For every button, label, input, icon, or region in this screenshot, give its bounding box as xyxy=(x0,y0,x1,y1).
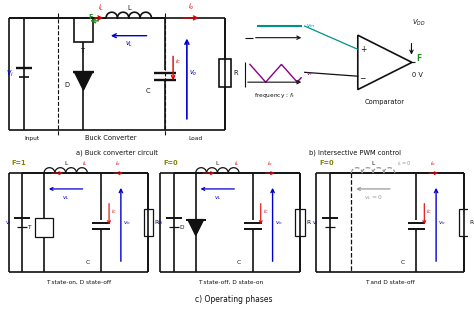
Text: b) Intersective PWM control: b) Intersective PWM control xyxy=(310,149,401,156)
Text: C: C xyxy=(237,260,241,265)
Text: L: L xyxy=(64,161,67,166)
Text: a) Buck converter circuit: a) Buck converter circuit xyxy=(76,149,158,156)
Text: F: F xyxy=(88,14,93,20)
Text: F=0: F=0 xyxy=(319,160,334,166)
Text: C: C xyxy=(401,260,405,265)
Text: C: C xyxy=(85,260,90,265)
Text: frequency : $f_t$: frequency : $f_t$ xyxy=(254,91,295,100)
Bar xyxy=(35,217,53,237)
Text: $v_o$: $v_o$ xyxy=(189,69,197,78)
Text: Load: Load xyxy=(189,135,203,140)
Text: F=0: F=0 xyxy=(163,160,178,166)
Text: $v_i$: $v_i$ xyxy=(5,218,11,226)
Text: D: D xyxy=(180,225,184,230)
Text: L: L xyxy=(372,161,374,166)
Text: $v_t$: $v_t$ xyxy=(306,70,313,78)
Text: $v_L=0$: $v_L=0$ xyxy=(364,193,383,202)
Text: $i_L=0$: $i_L=0$ xyxy=(397,159,411,168)
Text: L: L xyxy=(216,161,219,166)
Text: c) Operating phases: c) Operating phases xyxy=(195,294,273,304)
Text: C: C xyxy=(146,88,150,94)
Text: $i_L$: $i_L$ xyxy=(234,159,240,168)
Text: $v_i$: $v_i$ xyxy=(156,218,163,226)
Polygon shape xyxy=(74,72,92,90)
Bar xyxy=(73,18,93,42)
Text: $v_L$: $v_L$ xyxy=(125,40,133,49)
Text: T: T xyxy=(27,225,30,230)
Text: 0 V: 0 V xyxy=(412,72,423,78)
Text: $i_L$: $i_L$ xyxy=(82,159,88,168)
Text: F=1: F=1 xyxy=(11,160,26,166)
Text: T: T xyxy=(82,47,85,53)
Text: $i_L$: $i_L$ xyxy=(98,3,104,13)
Bar xyxy=(459,209,469,236)
Text: $v_L$: $v_L$ xyxy=(62,194,70,202)
Text: $i_C$: $i_C$ xyxy=(111,207,117,215)
Text: $i_C$: $i_C$ xyxy=(426,207,432,215)
Bar xyxy=(219,59,231,87)
Text: L: L xyxy=(127,5,130,11)
Text: $-$: $-$ xyxy=(359,72,367,81)
Text: R: R xyxy=(155,220,158,225)
Text: T state-off, D state-on: T state-off, D state-on xyxy=(198,280,263,285)
Text: $v_i$: $v_i$ xyxy=(312,218,319,226)
Text: Input: Input xyxy=(25,135,40,140)
Text: T state-on, D state-off: T state-on, D state-off xyxy=(46,280,111,285)
Text: T and D state-off: T and D state-off xyxy=(365,280,415,285)
Text: D: D xyxy=(64,82,70,88)
Text: $v_o$: $v_o$ xyxy=(274,218,283,226)
Text: $i_o$: $i_o$ xyxy=(188,2,194,12)
Text: $v_i$: $v_i$ xyxy=(6,68,14,79)
Text: $i_o$: $i_o$ xyxy=(267,159,273,168)
Bar xyxy=(295,209,305,236)
Text: Buck Converter: Buck Converter xyxy=(85,134,137,140)
Text: $i_C$: $i_C$ xyxy=(263,207,269,215)
Text: $i_o$: $i_o$ xyxy=(430,159,436,168)
Text: Comparator: Comparator xyxy=(365,99,405,105)
Text: +: + xyxy=(360,45,366,54)
Text: $v_L$: $v_L$ xyxy=(214,194,221,202)
Text: R: R xyxy=(470,220,474,225)
Text: R: R xyxy=(233,70,238,76)
Text: $V_{DD}$: $V_{DD}$ xyxy=(412,18,426,28)
Text: $v_m$: $v_m$ xyxy=(306,22,315,30)
Text: $i_o$: $i_o$ xyxy=(115,159,121,168)
Bar xyxy=(144,209,154,236)
Text: $v_o$: $v_o$ xyxy=(123,218,131,226)
Text: F: F xyxy=(416,54,422,63)
Text: $v_o$: $v_o$ xyxy=(438,218,446,226)
Text: R: R xyxy=(306,220,310,225)
Polygon shape xyxy=(188,219,204,235)
Text: $i_C$: $i_C$ xyxy=(175,57,182,66)
